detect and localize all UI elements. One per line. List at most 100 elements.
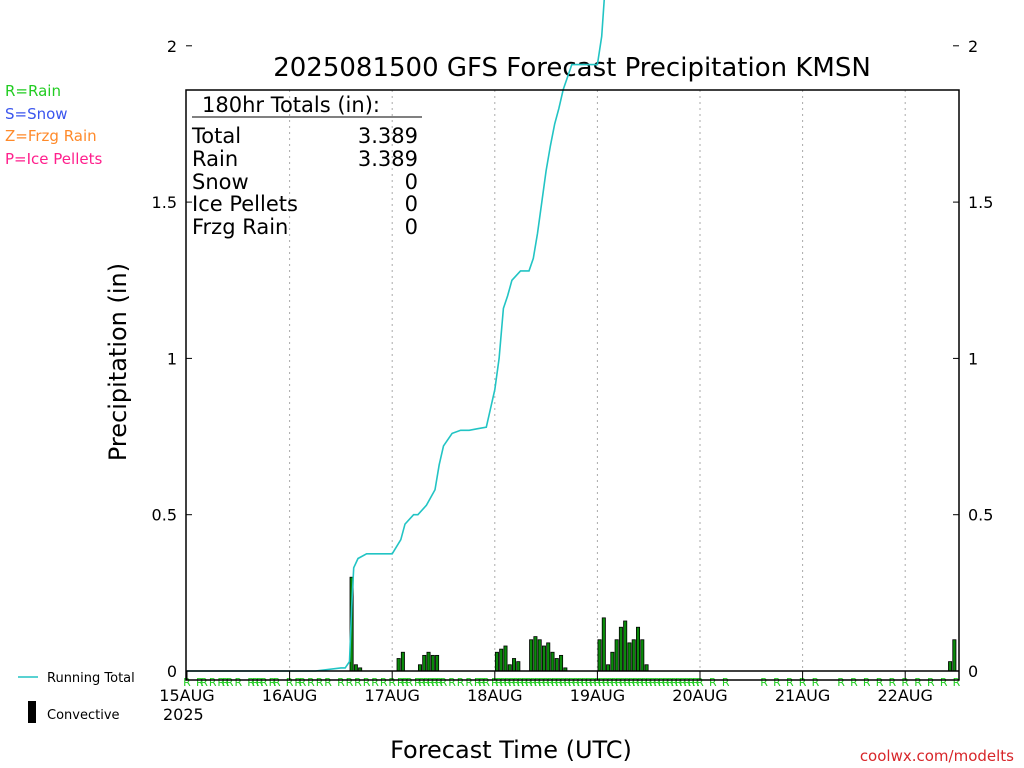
- rain-marker: R: [427, 676, 435, 689]
- credit-link[interactable]: coolwx.com/modelts: [860, 747, 1014, 765]
- convective-bar: [499, 648, 504, 672]
- year-label: 2025: [163, 705, 204, 724]
- rain-marker: R: [547, 676, 555, 689]
- x-tick-label: 22AUG: [877, 686, 932, 705]
- rain-marker: R: [564, 676, 572, 689]
- rain-marker: R: [692, 676, 700, 689]
- convective-bar: [533, 636, 538, 672]
- x-tick-label: 20AUG: [672, 686, 727, 705]
- convective-bar: [537, 639, 542, 672]
- convective-bar: [430, 654, 435, 672]
- x-tick-label: 18AUG: [467, 686, 522, 705]
- y-tick-label-left: 0: [167, 662, 177, 681]
- rain-marker: R: [260, 676, 268, 689]
- convective-bar: [606, 664, 611, 672]
- totals-value-frzg-rain: 0: [405, 215, 418, 239]
- rain-marker: R: [632, 676, 640, 689]
- rain-marker: R: [572, 676, 580, 689]
- precip-type-legend: R=Rain S=Snow Z=Frzg Rain P=Ice Pellets: [5, 82, 102, 168]
- rain-marker: R: [525, 676, 533, 689]
- rain-marker: R: [363, 676, 371, 689]
- rain-marker: R: [628, 676, 636, 689]
- convective-bar: [597, 639, 602, 672]
- convective-bar: [627, 642, 632, 672]
- convective-bar: [644, 664, 649, 672]
- convective-bar: [529, 639, 534, 672]
- x-axis-label: Forecast Time (UTC): [390, 736, 632, 764]
- rain-marker: R: [286, 676, 294, 689]
- convective-bar: [507, 664, 512, 672]
- rain-marker: R: [649, 676, 657, 689]
- rain-marker: R: [688, 676, 696, 689]
- rain-marker: R: [405, 676, 413, 689]
- rain-marker: R: [418, 676, 426, 689]
- rain-marker: R: [196, 676, 204, 689]
- rain-marker: R: [517, 676, 525, 689]
- totals-header: 180hr Totals (in):: [202, 93, 380, 117]
- rain-marker: R: [653, 676, 661, 689]
- rain-marker: R: [671, 676, 679, 689]
- rain-marker: R: [299, 676, 307, 689]
- rain-marker: R: [683, 676, 691, 689]
- rain-marker: R: [799, 676, 807, 689]
- y-tick-label-right: 0.5: [968, 506, 993, 525]
- convective-bar: [559, 654, 564, 672]
- totals-label-frzg-rain: Frzg Rain: [192, 215, 288, 239]
- rain-marker: R: [534, 676, 542, 689]
- rain-marker: R: [850, 676, 858, 689]
- rain-marker: R: [619, 676, 627, 689]
- rain-marker: R: [773, 676, 781, 689]
- x-axis-ticks: 15AUG 16AUG 17AUG 18AUG 19AUG 20AUG 21AUG 22AUG: [159, 671, 933, 705]
- y-tick-label-right: 2: [968, 37, 978, 56]
- y-tick-label-right: 1: [968, 349, 978, 368]
- day-gridlines: [289, 90, 906, 680]
- rain-marker: R: [696, 676, 704, 689]
- convective-legend-label: Convective: [47, 708, 120, 723]
- rain-marker: R: [256, 676, 264, 689]
- convective-bar: [601, 617, 606, 672]
- rain-marker: R: [474, 676, 482, 689]
- rain-marker: R: [247, 676, 255, 689]
- convective-bar: [422, 654, 427, 672]
- rain-marker: R: [927, 676, 935, 689]
- rain-marker: R: [435, 676, 443, 689]
- rain-marker: R: [598, 676, 606, 689]
- rain-marker: R: [812, 676, 820, 689]
- rain-marker: R: [863, 676, 871, 689]
- rain-marker: R: [636, 676, 644, 689]
- rain-marker: R: [581, 676, 589, 689]
- rain-marker: R: [551, 676, 559, 689]
- convective-bar: [400, 651, 405, 672]
- rain-marker: R: [889, 676, 897, 689]
- convective-bar: [541, 645, 546, 672]
- legend-rain: R=Rain: [5, 82, 61, 100]
- rain-marker: R: [611, 676, 619, 689]
- rain-marker: R: [615, 676, 623, 689]
- rain-marker: R: [269, 676, 277, 689]
- series-legend: Running Total Convective: [18, 671, 135, 723]
- rain-marker: R: [953, 676, 961, 689]
- chart-title: 2025081500 GFS Forecast Precipitation KM…: [273, 53, 871, 83]
- rain-marker: R: [675, 676, 683, 689]
- y-axis-label: Precipitation (in): [104, 263, 132, 461]
- rain-marker: R: [585, 676, 593, 689]
- y-tick-label-left: 1.5: [152, 193, 177, 212]
- totals-label-rain: Rain: [192, 147, 238, 171]
- rain-marker: R: [559, 676, 567, 689]
- legend-ice-pellets: P=Ice Pellets: [5, 150, 102, 168]
- rain-marker: R: [495, 676, 503, 689]
- convective-bar: [512, 658, 517, 672]
- rain-marker: R: [380, 676, 388, 689]
- rain-marker: R: [538, 676, 546, 689]
- convective-bar: [636, 626, 641, 672]
- rain-marker: R: [576, 676, 584, 689]
- convective-bar: [426, 651, 431, 672]
- legend-snow: S=Snow: [5, 105, 68, 123]
- y-tick-label-right: 0: [968, 662, 978, 681]
- rain-marker: R: [324, 676, 332, 689]
- convective-bar: [494, 651, 499, 672]
- x-tick-label: 21AUG: [775, 686, 830, 705]
- convective-bar: [623, 620, 628, 672]
